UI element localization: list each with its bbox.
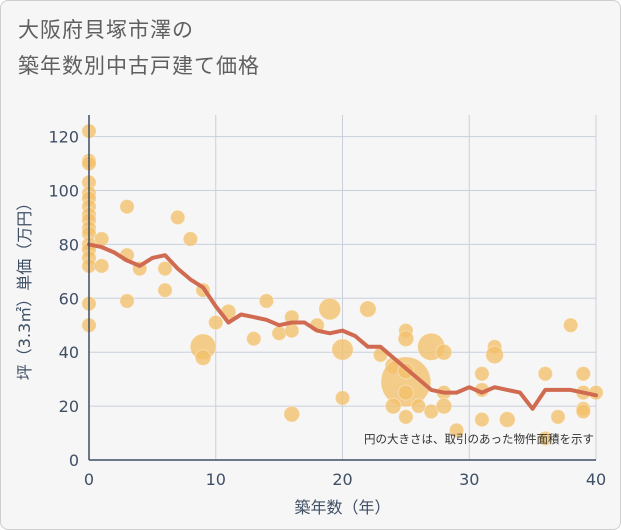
bubble-point — [550, 409, 566, 425]
bubble-point — [258, 293, 275, 309]
x-tick-label: 20 — [332, 470, 352, 489]
bubble-point — [359, 300, 377, 318]
title-line-1: 大阪府貝塚市澤の — [18, 18, 194, 42]
bubble-point — [318, 297, 342, 321]
bubble-point — [283, 405, 301, 423]
y-tick-label: 60 — [59, 289, 79, 308]
bubble-point — [208, 314, 224, 331]
x-tick-label: 10 — [206, 470, 226, 489]
bubble-point — [575, 366, 592, 382]
trend-line — [87, 242, 598, 411]
bubble-point — [119, 293, 135, 309]
bubble-point — [93, 258, 110, 274]
y-tick-label: 100 — [48, 181, 79, 200]
x-tick-label: 0 — [84, 470, 94, 489]
y-tick-label: 40 — [59, 343, 79, 362]
bubble-point — [397, 384, 414, 401]
y-tick-label: 0 — [69, 451, 79, 470]
bubble-point — [537, 366, 553, 382]
x-tick-label: 40 — [586, 470, 606, 489]
y-tick-label: 80 — [59, 235, 79, 254]
bubble-point — [485, 345, 504, 365]
chart-title: 大阪府貝塚市澤の 築年数別中古戸建て価格 — [18, 12, 260, 84]
bubble-point — [380, 356, 432, 408]
bubble-point — [119, 198, 135, 215]
bubble-point — [575, 403, 592, 420]
bubble-point — [182, 231, 199, 247]
bubble-point — [435, 397, 453, 415]
bubble-point — [384, 397, 402, 415]
bubble-point — [474, 366, 490, 382]
bubble-point — [498, 411, 516, 428]
bubble-point — [331, 338, 354, 361]
bubble-point — [334, 390, 351, 406]
title-line-2: 築年数別中古戸建て価格 — [18, 54, 260, 78]
axes: 0 10 20 30 40 0 20 40 60 80 100 120 — [48, 115, 606, 489]
x-axis-label: 築年数（年） — [294, 498, 390, 517]
y-tick-label: 20 — [59, 397, 79, 416]
bubble-point — [246, 331, 262, 347]
bubble-point — [157, 282, 173, 298]
bubble-point — [448, 422, 465, 439]
bubble-point — [562, 317, 579, 333]
bubble-point — [537, 430, 553, 447]
bubble-point — [194, 349, 212, 366]
bubble-point — [271, 325, 287, 342]
bubble-point — [170, 209, 186, 226]
bubble-point — [410, 398, 427, 414]
size-annotation: 円の大きさは、取引のあった物件面積を示す — [364, 432, 594, 446]
y-tick-label: 120 — [48, 128, 79, 147]
bubble-layer — [81, 123, 604, 447]
bubble-point — [474, 411, 490, 428]
bubble-point — [157, 260, 173, 277]
y-axis-label: 坪（3.3㎡）単価（万円） — [15, 195, 34, 380]
x-tick-label: 30 — [459, 470, 479, 489]
bubble-point — [398, 409, 414, 425]
bubble-point — [397, 330, 415, 348]
bubble-point — [435, 343, 453, 361]
